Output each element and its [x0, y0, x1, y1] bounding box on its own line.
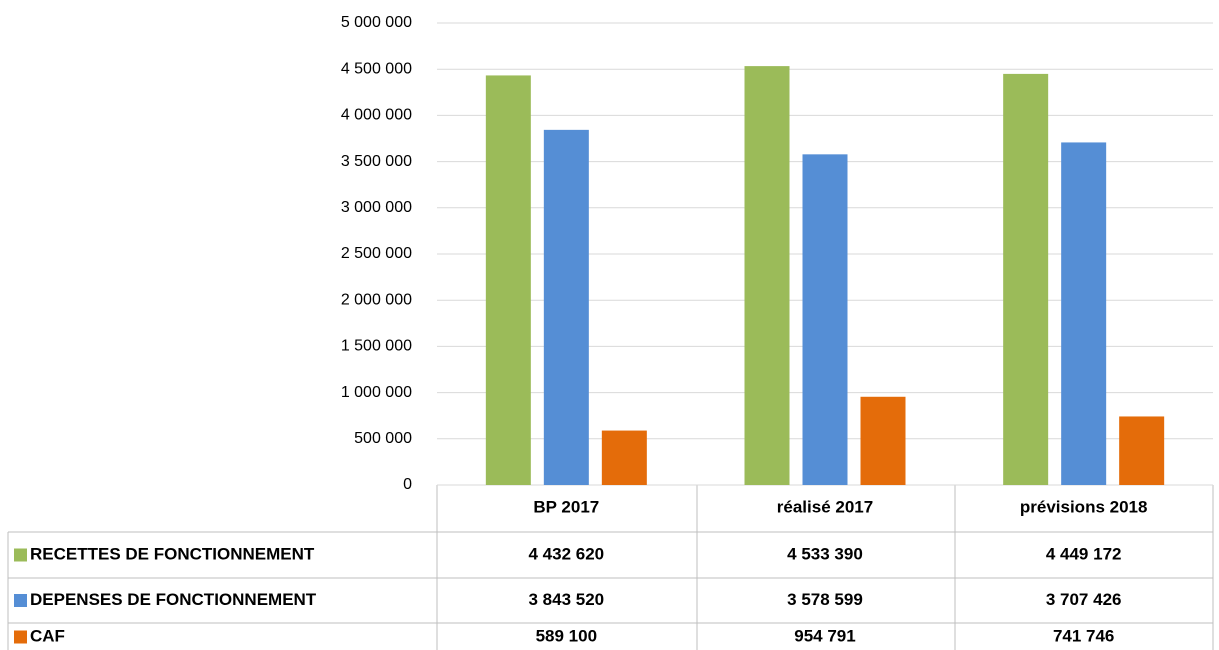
y-tick-label: 4 500 000	[341, 60, 412, 77]
legend-label: DEPENSES DE FONCTIONNEMENT	[30, 590, 317, 609]
legend-key	[14, 630, 27, 644]
y-tick-label: 5 000 000	[341, 14, 412, 31]
bar	[860, 396, 906, 485]
x-tick-label: BP 2017	[533, 497, 599, 516]
table-value: 3 707 426	[1046, 590, 1122, 609]
table-value: 589 100	[536, 626, 597, 645]
table-value: 4 533 390	[787, 544, 863, 563]
bar	[485, 75, 531, 486]
y-tick-label: 0	[403, 476, 412, 493]
legend-key	[14, 548, 27, 562]
legend-key	[14, 594, 27, 607]
y-tick-label: 500 000	[354, 430, 412, 447]
bar	[802, 154, 848, 485]
table-value: 3 578 599	[787, 590, 863, 609]
table-value: 3 843 520	[529, 590, 605, 609]
legend-label: RECETTES DE FONCTIONNEMENT	[30, 544, 315, 563]
y-tick-label: 4 000 000	[341, 107, 412, 124]
x-tick-label: réalisé 2017	[777, 497, 873, 516]
y-tick-label: 2 000 000	[341, 291, 412, 308]
y-tick-label: 1 500 000	[341, 338, 412, 355]
bar	[744, 66, 790, 486]
y-tick-label: 3 000 000	[341, 199, 412, 216]
y-tick-label: 1 000 000	[341, 384, 412, 401]
table-value: 4 432 620	[529, 544, 605, 563]
legend-label: CAF	[30, 626, 65, 645]
y-tick-label: 3 500 000	[341, 153, 412, 170]
y-tick-label: 2 500 000	[341, 245, 412, 262]
bar	[543, 129, 589, 485]
data-table-borders	[7, 485, 1214, 650]
x-tick-label: prévisions 2018	[1020, 497, 1148, 516]
table-value: 954 791	[794, 626, 855, 645]
bar	[601, 430, 647, 485]
bar	[1061, 142, 1107, 485]
table-value: 741 746	[1053, 626, 1114, 645]
bar	[1003, 73, 1049, 485]
table-value: 4 449 172	[1046, 544, 1122, 563]
bar	[1119, 416, 1165, 485]
